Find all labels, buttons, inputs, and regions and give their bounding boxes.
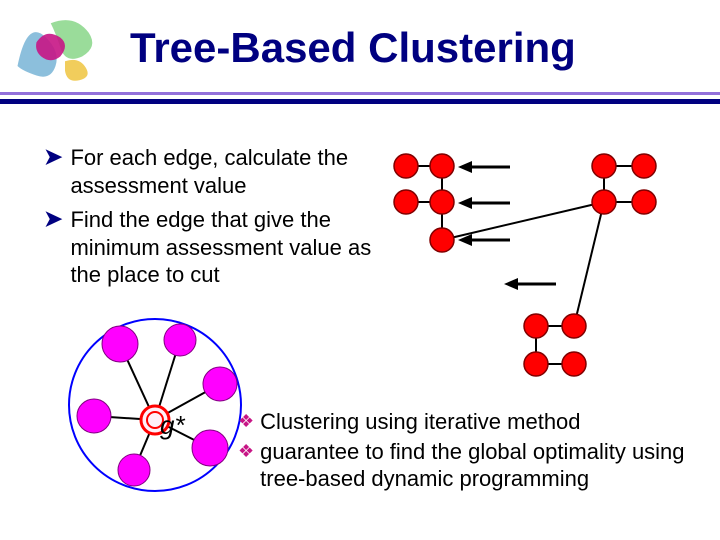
sub-bullet-text: Clustering using iterative method [260, 408, 580, 436]
sub-bullet-text: guarantee to find the global optimality … [260, 438, 708, 493]
sub-bullet-1: ❖ Clustering using iterative method [238, 408, 708, 436]
bullet-1: ➤ For each edge, calculate the assessmen… [44, 144, 384, 209]
divider-upper [0, 92, 720, 95]
bullet-text: Find the edge that give the minimum asse… [70, 206, 384, 289]
diamond-icon: ❖ [238, 441, 254, 462]
bullet-arrow-icon: ➤ [44, 206, 62, 232]
gstar-label: g* [160, 410, 185, 441]
sub-bullet-block: ❖ Clustering using iterative method ❖ gu… [238, 408, 708, 495]
diamond-icon: ❖ [238, 411, 254, 432]
bullet-2: ➤ Find the edge that give the minimum as… [44, 206, 384, 299]
star-diagram [60, 310, 250, 500]
protein-icon [8, 8, 103, 86]
page-title: Tree-Based Clustering [130, 24, 576, 72]
sub-bullet-2: ❖ guarantee to find the global optimalit… [238, 438, 708, 493]
bullet-arrow-icon: ➤ [44, 144, 62, 170]
slide-root: Tree-Based Clustering ➤ For each edge, c… [0, 0, 720, 540]
bullet-text: For each edge, calculate the assessment … [70, 144, 384, 199]
tree-diagram [376, 140, 706, 400]
divider-lower [0, 99, 720, 104]
